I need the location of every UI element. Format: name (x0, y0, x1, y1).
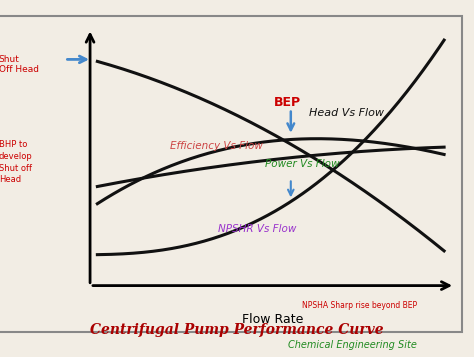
Text: NPSHA Sharp rise beyond BEP: NPSHA Sharp rise beyond BEP (302, 301, 417, 310)
Text: Efficiency Vs Flow: Efficiency Vs Flow (170, 141, 263, 151)
Text: Power Vs Flow: Power Vs Flow (265, 159, 340, 169)
Text: BEP: BEP (273, 96, 301, 109)
Text: Head Vs Flow: Head Vs Flow (309, 108, 384, 118)
Text: NPSHR Vs Flow: NPSHR Vs Flow (218, 223, 296, 233)
Text: Centrifugal Pump Performance Curve: Centrifugal Pump Performance Curve (90, 323, 384, 337)
Text: Chemical Engineering Site: Chemical Engineering Site (288, 340, 417, 350)
Text: BHP to
develop
Shut off
Head: BHP to develop Shut off Head (0, 140, 33, 185)
Text: Shut
Off Head: Shut Off Head (0, 55, 39, 74)
Text: Flow Rate: Flow Rate (242, 313, 303, 326)
